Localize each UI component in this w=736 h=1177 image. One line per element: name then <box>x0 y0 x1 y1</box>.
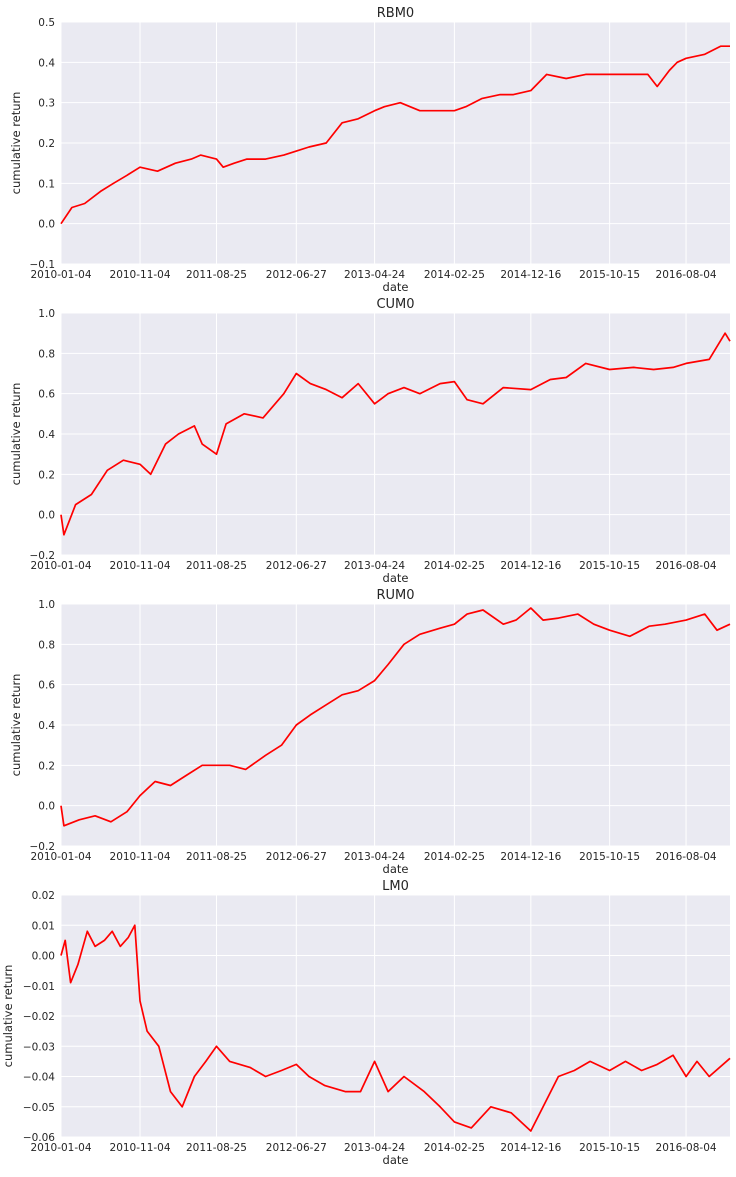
subplot-cum0: −0.2 0.0 0.2 0.4 0.6 0.8 1.0 2010-01-04 2010-11-… <box>9 297 731 585</box>
series-line <box>60 607 731 827</box>
x-tick-label: 2014-12-16 <box>500 560 561 572</box>
y-tick-label: 0.2 <box>38 138 55 150</box>
x-tick-label: 2010-11-04 <box>110 560 171 572</box>
subplot-rbm0: −0.1 0.0 0.1 0.2 0.3 0.4 0.5 2010-01-04 2010-11-… <box>9 6 730 294</box>
x-tick-label: 2014-02-25 <box>424 560 485 572</box>
series-line <box>60 45 730 225</box>
subplot-title: RUM0 <box>376 588 414 603</box>
x-tick-label: 2010-11-04 <box>110 269 171 281</box>
x-tick-label: 2011-08-25 <box>186 560 247 572</box>
x-tick-label: 2011-08-25 <box>186 269 247 281</box>
y-tick-label: 0.6 <box>38 389 55 401</box>
y-tick-label: −0.01 <box>23 981 55 993</box>
y-tick-label: −0.2 <box>30 841 56 853</box>
subplot-title: CUM0 <box>376 297 414 312</box>
x-tick-label: 2010-01-04 <box>30 269 91 281</box>
x-tick-label: 2014-12-16 <box>500 1142 561 1154</box>
y-tick-label: −0.1 <box>30 259 56 271</box>
x-tick-label: 2010-01-04 <box>30 560 91 572</box>
x-axis-label: date <box>383 1153 409 1167</box>
y-tick-label: 0.4 <box>38 57 55 69</box>
y-tick-label: 0.2 <box>38 760 55 772</box>
x-axis-label: date <box>383 571 409 585</box>
subplot-lm0: −0.06 −0.05 −0.04 −0.03 −0.02 −0.01 0.00 0.01 0.… <box>1 879 731 1167</box>
subplot-title: RBM0 <box>377 6 414 21</box>
y-tick-label: −0.02 <box>23 1011 55 1023</box>
y-tick-label: 0.6 <box>38 680 55 692</box>
x-tick-label: 2011-08-25 <box>186 851 247 863</box>
y-tick-label: 0.01 <box>32 920 55 932</box>
x-tick-label: 2013-04-24 <box>344 851 405 863</box>
x-tick-label: 2014-12-16 <box>500 269 561 281</box>
y-tick-label: −0.03 <box>23 1041 55 1053</box>
x-tick-label: 2012-06-27 <box>266 1142 327 1154</box>
y-tick-label: 0.0 <box>38 219 55 231</box>
x-tick-label: 2013-04-24 <box>344 269 405 281</box>
x-axis-label: date <box>383 280 409 294</box>
y-tick-label: 0.00 <box>32 951 55 963</box>
x-tick-label: 2015-10-15 <box>579 269 640 281</box>
x-tick-label: 2010-01-04 <box>30 851 91 863</box>
x-tick-label: 2016-08-04 <box>656 851 717 863</box>
y-tick-label: −0.04 <box>23 1072 55 1084</box>
x-tick-label: 2016-08-04 <box>656 269 717 281</box>
y-tick-label: 0.2 <box>38 469 55 481</box>
x-tick-label: 2010-11-04 <box>110 1142 171 1154</box>
y-tick-label: 0.0 <box>38 801 55 813</box>
y-tick-label: 1.0 <box>38 599 55 611</box>
x-tick-label: 2016-08-04 <box>656 560 717 572</box>
y-axis-label: cumulative return <box>9 674 23 777</box>
x-tick-label: 2012-06-27 <box>266 269 327 281</box>
y-tick-label: 1.0 <box>38 308 55 320</box>
x-tick-label: 2012-06-27 <box>266 851 327 863</box>
y-axis-label: cumulative return <box>1 965 15 1068</box>
x-tick-label: 2012-06-27 <box>266 560 327 572</box>
x-tick-label: 2010-11-04 <box>110 851 171 863</box>
y-tick-label: 0.8 <box>38 639 55 651</box>
subplot-title: LM0 <box>382 879 409 894</box>
y-tick-label: 0.3 <box>38 98 55 110</box>
x-tick-label: 2014-12-16 <box>500 851 561 863</box>
y-tick-label: 0.8 <box>38 348 55 360</box>
series-line <box>60 924 731 1132</box>
y-tick-label: −0.06 <box>23 1132 55 1144</box>
x-tick-label: 2014-02-25 <box>424 1142 485 1154</box>
y-tick-label: 0.0 <box>38 510 55 522</box>
x-tick-label: 2013-04-24 <box>344 1142 405 1154</box>
x-tick-label: 2015-10-15 <box>579 1142 640 1154</box>
y-tick-label: −0.05 <box>23 1102 55 1114</box>
y-axis-label: cumulative return <box>9 92 23 195</box>
x-tick-label: 2015-10-15 <box>579 560 640 572</box>
subplot-rum0: −0.2 0.0 0.2 0.4 0.6 0.8 1.0 2010-01-04 2010-11-… <box>9 588 731 876</box>
x-tick-label: 2015-10-15 <box>579 851 640 863</box>
x-tick-label: 2016-08-04 <box>656 1142 717 1154</box>
y-tick-label: 0.4 <box>38 720 55 732</box>
y-tick-label: 0.4 <box>38 429 55 441</box>
series-line <box>60 332 731 536</box>
x-tick-label: 2010-01-04 <box>30 1142 91 1154</box>
x-tick-label: 2011-08-25 <box>186 1142 247 1154</box>
y-axis-label: cumulative return <box>9 383 23 486</box>
y-tick-label: 0.1 <box>38 178 55 190</box>
x-tick-label: 2014-02-25 <box>424 851 485 863</box>
x-tick-label: 2013-04-24 <box>344 560 405 572</box>
y-tick-label: 0.5 <box>38 17 55 29</box>
y-tick-label: −0.2 <box>30 550 56 562</box>
y-tick-label: 0.02 <box>32 890 55 902</box>
x-axis-label: date <box>383 862 409 876</box>
x-tick-label: 2014-02-25 <box>424 269 485 281</box>
